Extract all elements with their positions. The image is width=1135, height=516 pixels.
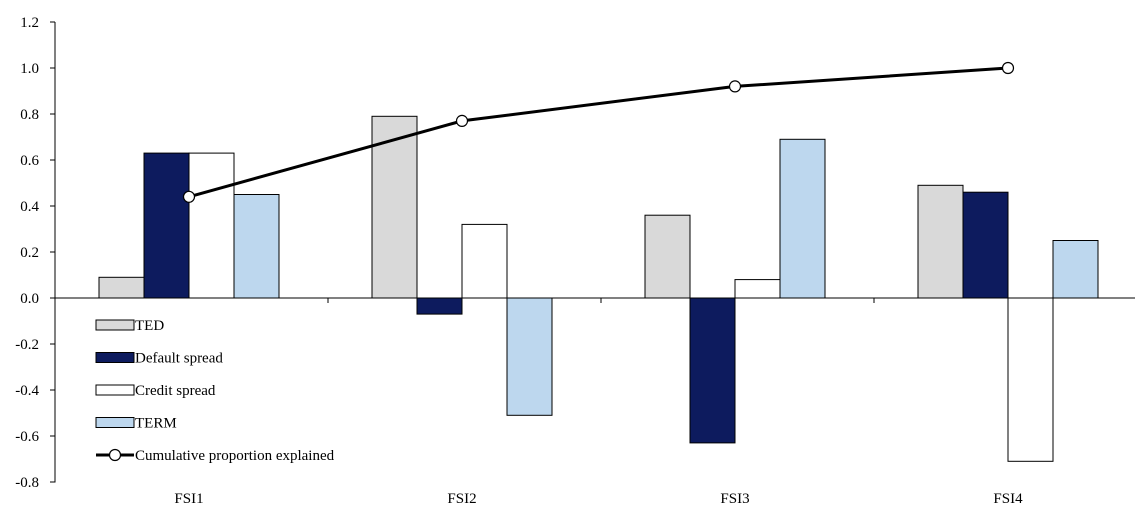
bar-credit-spread-fsi2 <box>461 223 508 299</box>
legend-swatch <box>95 384 135 396</box>
line-cumulative-proportion-explained <box>188 66 1009 199</box>
y-tick-label: -0.2 <box>15 337 39 353</box>
axes-layer <box>50 21 1135 483</box>
bar-ted-fsi1 <box>98 276 145 299</box>
bar-ted-fsi4 <box>917 184 964 299</box>
x-tick-label: FSI1 <box>174 491 203 507</box>
y-tick-label: -0.8 <box>15 475 39 491</box>
y-tick-label: -0.6 <box>15 429 39 445</box>
legend-item-credit-spread: Credit spread <box>95 383 216 399</box>
bar-term-fsi1 <box>233 194 280 299</box>
bar-ted-fsi3 <box>644 214 691 299</box>
bar-ted-fsi2 <box>371 115 418 299</box>
y-tick-label: -0.4 <box>15 383 39 399</box>
legend-swatch <box>95 417 135 428</box>
bar-credit-spread-fsi3 <box>734 279 781 299</box>
x-tick-label: FSI4 <box>993 491 1023 507</box>
legend-label: Default spread <box>135 351 223 367</box>
x-tick-label: FSI3 <box>720 491 749 507</box>
bar-default-spread-fsi1 <box>143 152 190 299</box>
bar-term-fsi4 <box>1052 240 1099 299</box>
point-cumulative-proportion-explained-fsi1 <box>182 190 196 203</box>
legend-item-ted: TED <box>95 318 164 334</box>
x-tick-labels: FSI1 FSI2 FSI3 FSI4 <box>174 491 1023 507</box>
legend: TED Default spread Credit spread TERM Cumula… <box>95 318 335 464</box>
y-tick-label: 0.6 <box>20 153 39 169</box>
y-tick-labels: 1.2 1.0 0.8 0.6 0.4 0.2 0.0 -0.2 -0.4 -0.6 -0.8 <box>15 15 39 491</box>
y-tick-label: 0.2 <box>20 245 39 261</box>
bar-default-spread-fsi2 <box>416 297 463 315</box>
point-cumulative-proportion-explained-fsi4 <box>1001 61 1015 75</box>
legend-item-term: TERM <box>95 416 177 432</box>
bar-term-fsi3 <box>779 138 826 299</box>
legend-label: TED <box>135 318 164 334</box>
line-layer <box>182 61 1015 203</box>
legend-item-default-spread: Default spread <box>95 351 223 367</box>
legend-label: Credit spread <box>135 383 216 399</box>
bar-credit-spread-fsi4 <box>1007 297 1054 462</box>
bar-term-fsi2 <box>506 297 553 416</box>
legend-swatch <box>95 352 135 363</box>
y-tick-label: 0.0 <box>20 291 39 307</box>
bar-default-spread-fsi3 <box>689 297 736 444</box>
bar-default-spread-fsi4 <box>962 191 1009 299</box>
legend-item-cumulative-proportion-explained: Cumulative proportion explained <box>96 448 335 464</box>
legend-label: TERM <box>135 416 177 432</box>
legend-label: Cumulative proportion explained <box>135 448 335 464</box>
y-tick-label: 1.2 <box>20 15 39 31</box>
y-tick-label: 0.8 <box>20 107 39 123</box>
x-tick-label: FSI2 <box>447 491 476 507</box>
legend-swatch-marker <box>108 448 122 462</box>
legend-swatch <box>95 319 135 331</box>
y-tick-label: 1.0 <box>20 61 39 77</box>
bar-credit-spread-fsi1 <box>188 152 235 299</box>
y-tick-label: 0.4 <box>20 199 39 215</box>
point-cumulative-proportion-explained-fsi3 <box>728 80 742 93</box>
point-cumulative-proportion-explained-fsi2 <box>455 114 469 128</box>
bars-layer <box>98 115 1099 462</box>
